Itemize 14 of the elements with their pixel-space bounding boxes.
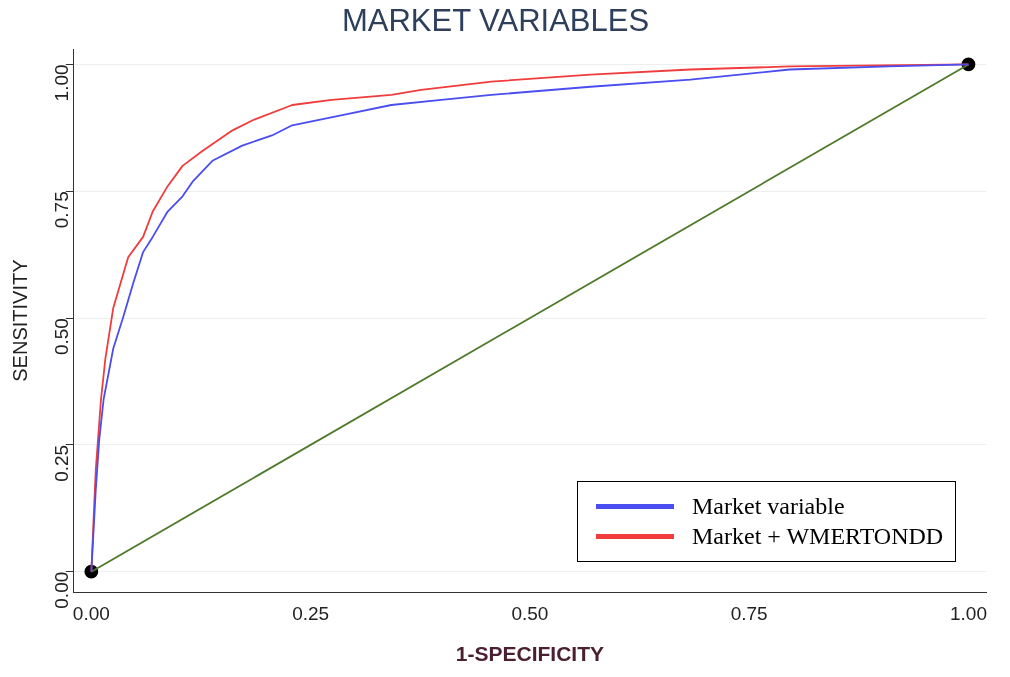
y-axis-title: SENSITIVITY [8, 259, 31, 382]
chart-title: MARKET VARIABLES [341, 3, 650, 39]
y-tick-label: 0.50 [51, 318, 73, 356]
y-tick-label: 0.75 [51, 191, 73, 229]
y-tick-label: 1.00 [51, 64, 73, 102]
y-tick-label: 0.25 [51, 444, 73, 482]
x-tick-label: 0.00 [72, 602, 110, 624]
legend-label: Market variable [692, 493, 845, 520]
x-tick-label: 0.75 [730, 602, 768, 624]
x-tick-label: 1.00 [949, 602, 987, 624]
legend-label: Market + WMERTONDD [692, 523, 944, 550]
x-tick-label: 0.50 [511, 602, 549, 624]
x-tick-label: 0.25 [292, 602, 330, 624]
x-axis-title: 1-SPECIFICITY [455, 642, 604, 666]
